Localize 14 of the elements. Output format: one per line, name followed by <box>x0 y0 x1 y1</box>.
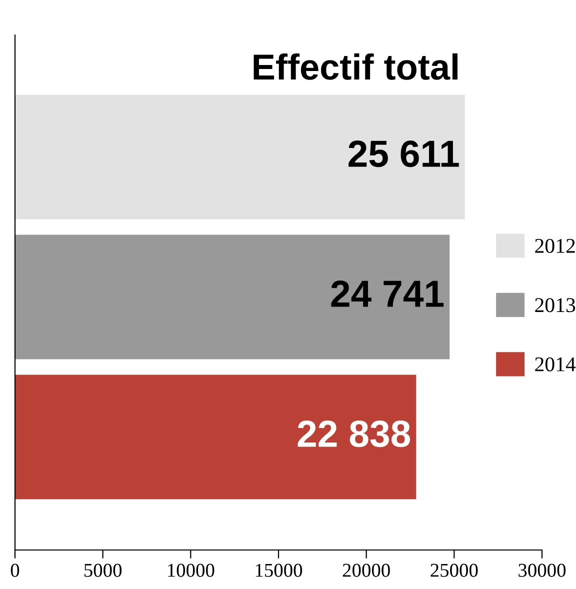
x-tick-label: 30000 <box>518 564 566 577</box>
chart-title: Effectif total <box>254 53 458 80</box>
data-label: 22 838 <box>298 420 410 448</box>
x-tick-label: 10000 <box>168 564 214 577</box>
legend-label: 2013 <box>535 298 576 312</box>
legend-label: 2014 <box>535 357 576 372</box>
data-label: 25 611 <box>348 140 459 168</box>
x-tick-label: 0 <box>10 564 20 577</box>
x-tick-label: 20000 <box>342 564 390 577</box>
x-tick-label: 25000 <box>430 564 478 577</box>
data-label: 24 741 <box>331 280 444 307</box>
legend-label: 2012 <box>535 238 575 253</box>
x-tick-label: 5000 <box>84 564 122 577</box>
x-tick-label: 15000 <box>256 564 302 577</box>
